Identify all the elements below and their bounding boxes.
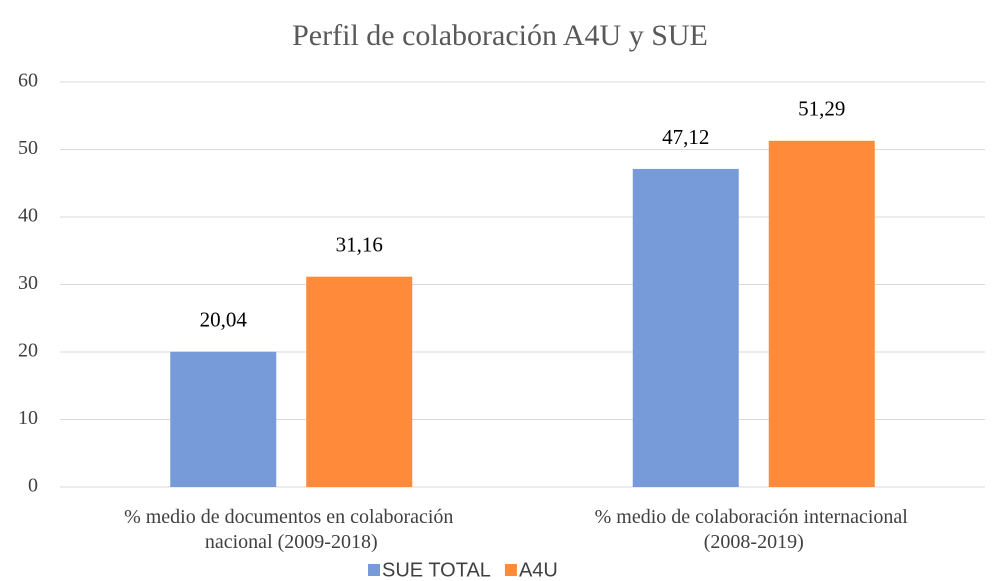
legend-label: A4U	[519, 559, 558, 581]
y-tick-label: 0	[28, 475, 38, 497]
y-tick-label: 60	[18, 70, 38, 92]
x-tick-label: % medio de documentos en colaboración na…	[124, 506, 458, 553]
y-tick-label: 40	[18, 205, 38, 227]
bar	[306, 276, 413, 487]
y-tick-label: 30	[18, 272, 38, 294]
bar	[632, 168, 739, 487]
data-label: 47,12	[662, 125, 709, 149]
data-label: 51,29	[798, 97, 845, 121]
bar	[170, 351, 277, 487]
data-label: 20,04	[200, 308, 248, 332]
legend-swatch	[504, 564, 517, 576]
data-label: 31,16	[336, 232, 383, 256]
legend-swatch	[368, 564, 380, 576]
x-tick-label: % medio de colaboración internacional (2…	[595, 506, 913, 553]
y-tick-label: 50	[18, 137, 38, 159]
bar	[768, 140, 875, 488]
y-tick-label: 20	[18, 340, 38, 362]
legend-label: SUE TOTAL	[382, 559, 491, 581]
chart-title: Perfil de colaboración A4U y SUE	[292, 19, 708, 52]
y-tick-label: 10	[18, 407, 38, 429]
